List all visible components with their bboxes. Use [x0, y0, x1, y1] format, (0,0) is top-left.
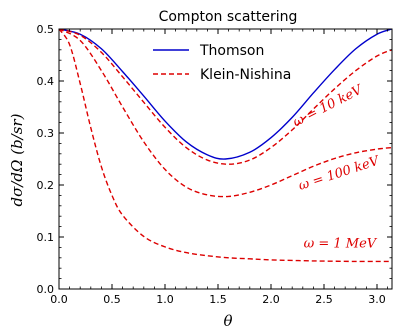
x-tick-label: 0.0 — [50, 293, 68, 306]
series-line-1-mev — [59, 29, 392, 263]
y-axis-label: dσ/dΩ (b/sr) — [8, 113, 26, 206]
y-tick-label: 0.2 — [37, 179, 55, 192]
series-line-100-kev — [59, 29, 392, 198]
x-tick-label: 3.0 — [368, 293, 386, 306]
y-tick-label: 0.5 — [37, 23, 55, 36]
x-tick-label: 1.0 — [156, 293, 174, 306]
y-tick-label: 0.3 — [37, 127, 55, 140]
curve-annotation: ω = 1 MeV — [304, 236, 378, 251]
chart-title: Compton scattering — [159, 9, 298, 25]
plot-frame — [58, 28, 393, 290]
x-axis-label: θ — [223, 312, 232, 330]
x-tick-label: 2.0 — [262, 293, 280, 306]
legend-label: Klein-Nishina — [200, 67, 291, 83]
curve-annotation: ω = 100 keV — [297, 153, 383, 194]
y-tick-label: 0.4 — [37, 75, 55, 88]
series-line-thomson — [59, 29, 392, 160]
y-tick-label: 0.1 — [37, 231, 55, 244]
legend: Thomson Klein-Nishina — [153, 43, 291, 83]
x-tick-label: 1.5 — [209, 293, 227, 306]
legend-label: Thomson — [199, 43, 264, 59]
series-group — [59, 29, 392, 263]
x-tick-label: 0.5 — [103, 293, 121, 306]
y-tick-label: 0.0 — [37, 283, 55, 296]
plot-area: 0.0 0.5 1.0 1.5 2.0 2.5 3.0 0.0 0.1 0.2 0.3 0.4 0.5 ω… — [37, 23, 393, 306]
series-line-10-kev — [59, 29, 392, 165]
x-tick-label: 2.5 — [315, 293, 333, 306]
